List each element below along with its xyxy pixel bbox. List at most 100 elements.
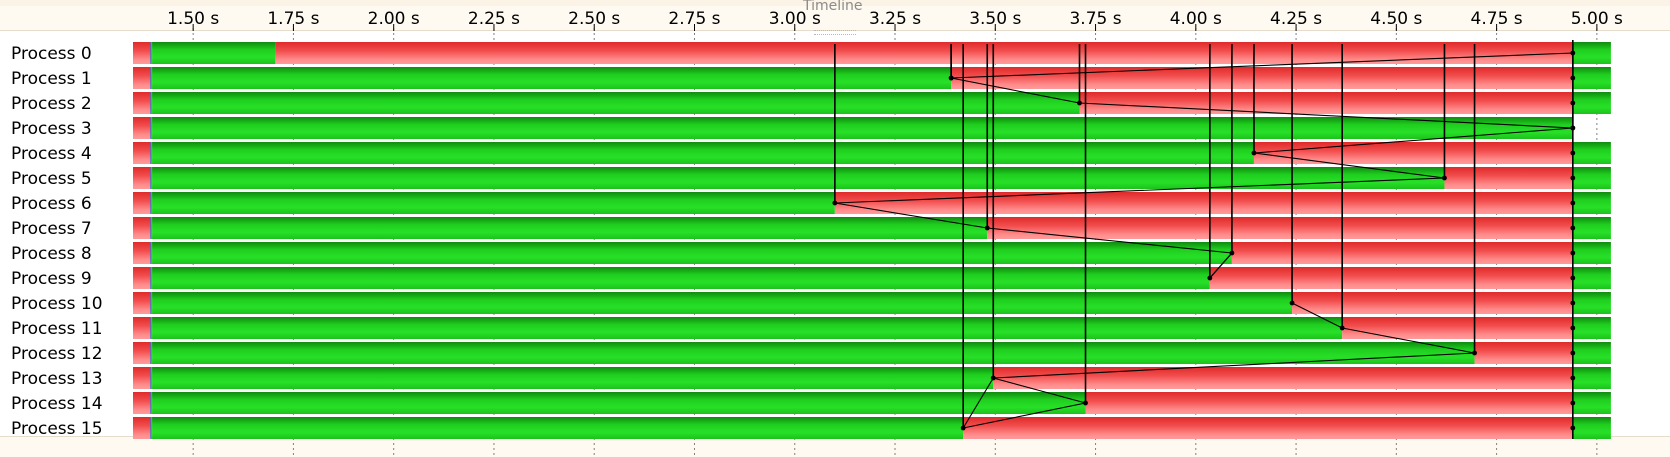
process-row-9[interactable] — [133, 267, 1611, 289]
process-labels: Process 0 Process 1 Process 2 Process 3 Proc… — [11, 44, 103, 439]
compute-segment — [152, 392, 1086, 414]
init-segment — [133, 317, 152, 339]
init-segment — [133, 92, 152, 114]
tick-label-3: 2.25 s — [468, 9, 520, 29]
tick-label-9: 3.75 s — [1069, 9, 1121, 29]
barrier-dot-12 — [1570, 350, 1576, 356]
process-label-4: Process 4 — [11, 144, 92, 164]
arrow-link-8 — [1209, 252, 1233, 279]
init-segment — [133, 142, 152, 164]
compute-segment — [152, 317, 1343, 339]
compute-segment — [152, 417, 964, 439]
tick-label-11: 4.25 s — [1270, 9, 1322, 29]
compute-segment — [152, 42, 276, 64]
process-row-2[interactable] — [133, 92, 1611, 114]
process-row-3[interactable] — [133, 117, 1573, 139]
process-row-15[interactable] — [133, 417, 1611, 439]
process-row-7[interactable] — [133, 217, 1611, 239]
arrow-dot-11 — [1339, 325, 1345, 331]
arrow-dot-10 — [1289, 300, 1295, 306]
wait-segment — [1444, 167, 1573, 189]
wait-segment — [1209, 267, 1573, 289]
arrow-dot-0 — [832, 200, 838, 206]
compute-segment — [152, 367, 994, 389]
post-barrier-segment — [1572, 217, 1611, 239]
post-barrier-segment — [1572, 142, 1611, 164]
barrier-dot-14 — [1570, 400, 1576, 406]
tick-label-1: 1.75 s — [267, 9, 319, 29]
process-row-5[interactable] — [133, 167, 1611, 189]
process-row-10[interactable] — [133, 292, 1611, 314]
time-axis-ticks: 1.50 s 1.75 s 2.00 s 2.25 s 2.50 s 2.75 s 3.00… — [167, 9, 1623, 31]
compute-segment — [152, 292, 1293, 314]
panel-top-rail — [0, 0, 1670, 6]
arrow-dot-12 — [1442, 175, 1447, 181]
time-axis-header: Timeline — [0, 0, 1670, 31]
compute-segment — [152, 217, 988, 239]
wait-segment — [951, 67, 1573, 89]
post-barrier-segment — [1572, 192, 1611, 214]
wait-segment — [1292, 292, 1573, 314]
process-label-1: Process 1 — [11, 69, 92, 89]
tick-label-4: 2.50 s — [568, 9, 620, 29]
post-barrier-segment — [1572, 92, 1611, 114]
barrier-dot-11 — [1570, 325, 1576, 331]
process-label-11: Process 11 — [11, 319, 103, 339]
process-row-14[interactable] — [133, 392, 1611, 414]
process-row-13[interactable] — [133, 367, 1611, 389]
arrow-link-6 — [963, 402, 1086, 429]
wait-segment — [1079, 92, 1573, 114]
process-label-13: Process 13 — [11, 369, 103, 389]
arrow-link-3 — [987, 227, 1232, 254]
arrow-link-14 — [1253, 127, 1573, 154]
init-segment — [133, 367, 152, 389]
process-row-12[interactable] — [133, 342, 1611, 364]
process-row-11[interactable] — [133, 317, 1611, 339]
init-segment — [133, 392, 152, 414]
init-segment — [133, 217, 152, 239]
process-label-0: Process 0 — [11, 44, 92, 64]
arrow-dot-15 — [948, 75, 954, 81]
arrow-link-5 — [1079, 102, 1573, 129]
process-row-6[interactable] — [133, 192, 1611, 214]
init-segment — [133, 342, 152, 364]
init-segment — [133, 242, 152, 264]
process-row-4[interactable] — [133, 142, 1611, 164]
compute-segment — [152, 192, 835, 214]
tick-label-10: 4.00 s — [1170, 9, 1222, 29]
process-row-8[interactable] — [133, 242, 1611, 264]
wait-segment — [1231, 242, 1573, 264]
arrow-link-10 — [1291, 302, 1343, 329]
wait-segment — [963, 417, 1573, 439]
compute-segment — [152, 167, 1445, 189]
init-segment — [133, 117, 152, 139]
post-barrier-segment — [1572, 42, 1611, 64]
wait-segment — [275, 42, 1573, 64]
post-barrier-segment — [1572, 167, 1611, 189]
arrow-dot-5 — [1077, 100, 1082, 106]
process-label-9: Process 9 — [11, 269, 92, 289]
tick-label-12: 4.50 s — [1370, 9, 1422, 29]
init-segment — [133, 417, 152, 439]
process-label-15: Process 15 — [11, 419, 103, 439]
barrier-dot-6 — [1570, 200, 1576, 206]
process-row-0[interactable] — [133, 42, 1611, 64]
tick-label-0: 1.50 s — [167, 9, 219, 29]
arrow-link-0 — [834, 202, 988, 229]
process-row-1[interactable] — [133, 67, 1611, 89]
init-segment — [133, 167, 152, 189]
init-segment — [133, 192, 152, 214]
wait-segment — [834, 192, 1573, 214]
compute-segment — [152, 117, 1573, 139]
arrow-link-11 — [1342, 327, 1475, 354]
barrier-dot-15 — [1570, 425, 1576, 431]
barrier-dot-7 — [1570, 225, 1576, 231]
barrier-dot-5 — [1570, 175, 1576, 181]
tick-label-8: 3.50 s — [969, 9, 1021, 29]
init-segment — [133, 67, 152, 89]
process-label-12: Process 12 — [11, 344, 103, 364]
arrow-dot-6 — [1083, 400, 1088, 406]
resize-grip[interactable] — [814, 30, 856, 35]
